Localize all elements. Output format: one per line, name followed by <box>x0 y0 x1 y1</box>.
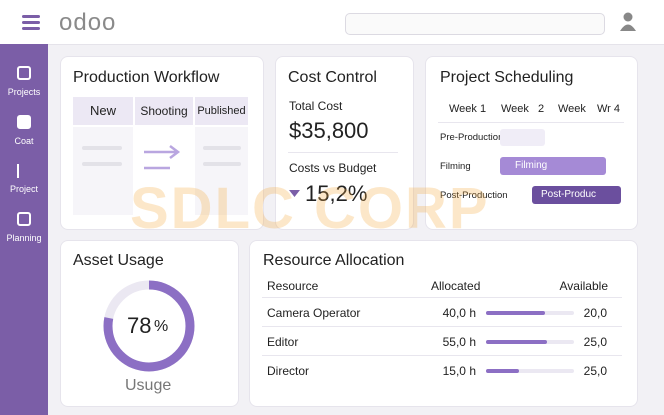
phase: Filming <box>440 161 471 172</box>
caption: Usuge <box>125 377 172 394</box>
column-header: Allocated <box>431 279 481 293</box>
bar-track <box>486 369 574 373</box>
placeholder <box>203 162 241 166</box>
placeholder <box>82 162 122 166</box>
allocated: 15,0 h <box>442 364 476 378</box>
planning-icon[interactable] <box>17 212 31 226</box>
nav-label[interactable]: Project <box>9 184 38 194</box>
resource-name: Editor <box>267 335 299 349</box>
available: 25,0 <box>583 364 607 378</box>
row-divider <box>262 326 622 327</box>
resource-card <box>249 240 638 407</box>
percent-unit: % <box>154 318 169 335</box>
placeholder <box>82 146 122 150</box>
column-header: Available <box>559 279 608 293</box>
down-arrow <box>289 190 300 197</box>
card-title: Production Workflow <box>73 69 220 86</box>
stage: New <box>73 97 133 125</box>
week-label: Wr 4 <box>597 103 621 115</box>
gantt-bar[interactable]: Filming <box>500 157 606 175</box>
phase: Post-Production <box>440 190 508 201</box>
sidebar <box>0 44 48 415</box>
label: Costs vs Budget <box>289 161 377 175</box>
card-title: Cost Control <box>288 69 377 86</box>
donut <box>103 280 195 372</box>
watermark: SDLC CORP <box>130 176 490 241</box>
total-cost: $35,800 <box>289 118 369 143</box>
available: 20,0 <box>583 306 607 320</box>
week-label: Week 1 <box>449 103 487 115</box>
nav-label[interactable]: Projects <box>7 87 41 97</box>
resource-name: Director <box>267 364 310 378</box>
allocation-bar <box>486 340 547 344</box>
allocation-bar <box>486 311 545 315</box>
search-box[interactable] <box>345 13 605 35</box>
label: Total Cost <box>289 99 343 113</box>
cost-card <box>275 56 414 230</box>
cost-icon[interactable] <box>17 115 31 129</box>
divider <box>438 122 624 123</box>
logo[interactable]: odoo <box>59 9 117 36</box>
allocated: 40,0 h <box>442 306 476 320</box>
week-label: 2 <box>538 103 545 115</box>
percent: 78 <box>127 313 152 338</box>
user-icon[interactable] <box>620 12 636 32</box>
column <box>73 127 133 215</box>
week-label: Week <box>501 103 529 115</box>
gantt-bar[interactable] <box>500 129 545 146</box>
placeholder <box>203 146 241 150</box>
project-icon[interactable] <box>17 164 31 178</box>
week-label: Week <box>558 103 586 115</box>
resource-name: Camera Operator <box>267 306 361 320</box>
phase: Pre-Production <box>440 132 504 143</box>
card-title: Resource Allocation <box>263 252 405 269</box>
row-divider <box>262 297 622 298</box>
stage: Published <box>195 97 248 125</box>
available: 25,0 <box>583 335 607 349</box>
flow-arrows <box>144 145 181 170</box>
row-divider <box>262 355 622 356</box>
donut-arc <box>103 280 195 372</box>
allocation-bar <box>486 369 519 373</box>
column <box>195 127 248 215</box>
column-header: Resource <box>267 279 319 293</box>
projects-icon[interactable] <box>17 66 31 80</box>
gantt-bar[interactable]: Post-Produc <box>532 186 621 204</box>
nav-label[interactable]: Planning <box>6 233 42 243</box>
asset-card <box>60 240 239 407</box>
divider <box>288 152 398 153</box>
card-title: Project Scheduling <box>440 69 574 86</box>
nav-label[interactable]: Coat <box>14 136 34 146</box>
allocated: 55,0 h <box>442 335 476 349</box>
card-title: Asset Usage <box>73 252 164 269</box>
stage: Shooting <box>135 97 193 125</box>
budget-variance: 15,2% <box>305 181 368 206</box>
menu-icon[interactable] <box>22 15 40 30</box>
